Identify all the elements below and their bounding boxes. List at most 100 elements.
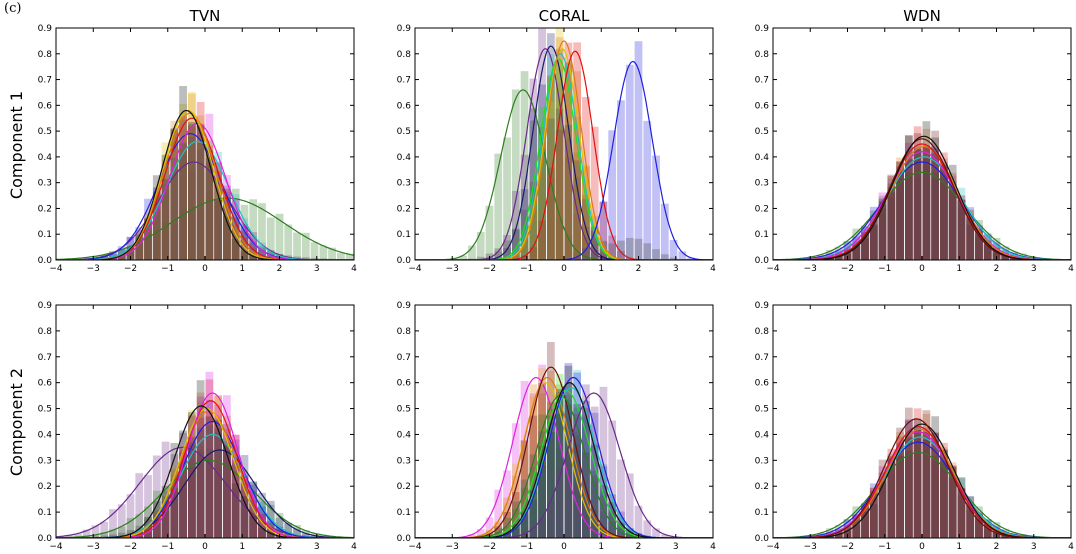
hist-bar: [214, 464, 223, 538]
hist-bar: [913, 146, 922, 260]
hist-bar: [266, 521, 275, 538]
hist-bar: [117, 255, 126, 260]
hist-bar: [564, 399, 573, 538]
hist-bar: [187, 91, 196, 260]
hist-bar: [223, 216, 231, 260]
axes-frame: [55, 304, 355, 539]
hist-bar: [861, 237, 869, 260]
hist-bar: [931, 137, 940, 260]
y-tick-label: 0.2: [38, 482, 52, 492]
hist-bar: [948, 465, 957, 538]
y-tick-label: 0.4: [397, 153, 412, 163]
hist-bar: [608, 235, 617, 260]
hist-bar: [258, 245, 266, 260]
hist-bar: [573, 506, 582, 538]
hist-bar: [223, 174, 231, 260]
hist-bar: [249, 254, 258, 260]
col-title-tvn: TVN: [189, 7, 221, 25]
hist-bar-mean: [861, 231, 869, 260]
hist-bar: [546, 432, 555, 538]
hist-bar: [170, 474, 179, 538]
x-tick-label: −1: [878, 542, 891, 552]
hist-bar: [126, 247, 135, 260]
hist-bar: [869, 218, 878, 260]
hist-bar: [896, 455, 904, 538]
hist-bar: [948, 190, 957, 260]
hist-bar: [599, 201, 608, 260]
hist-bar: [931, 433, 940, 538]
hist-bar: [966, 219, 975, 260]
hist-bar: [643, 120, 652, 260]
hist-bar: [511, 229, 520, 260]
hist-bar: [590, 227, 599, 260]
hist-bar: [852, 506, 861, 538]
hist-bar: [205, 140, 214, 260]
hist-bar: [503, 247, 511, 260]
hist-bar: [205, 454, 214, 538]
x-tick-label: 0: [561, 264, 567, 274]
col-title-coral: CORAL: [539, 7, 590, 25]
hist-bar: [590, 445, 599, 538]
hist-bar: [975, 513, 983, 538]
hist-bar: [179, 86, 187, 260]
hist-bar: [223, 197, 231, 260]
hist-bar: [231, 434, 240, 538]
hist-bar: [957, 200, 966, 260]
hist-bar: [161, 510, 170, 538]
hist-bar: [948, 189, 957, 260]
hist-bar: [931, 153, 940, 260]
hist-bar: [196, 115, 205, 260]
kde-curve-magenta: [56, 392, 354, 538]
hist-bar: [590, 253, 599, 260]
hist-bar-mean: [843, 248, 852, 260]
hist-bar: [170, 488, 179, 538]
hist-bar: [869, 487, 878, 538]
hist-bar: [608, 501, 617, 538]
hist-bar: [904, 437, 913, 538]
hist-bar: [126, 246, 135, 260]
hist-bar: [878, 204, 887, 260]
hist-bar: [652, 155, 660, 260]
hist-bar: [240, 476, 249, 538]
x-tick-label: −1: [520, 542, 533, 552]
hist-bar: [625, 473, 634, 538]
hist-bar: [468, 245, 476, 260]
hist-bar-mean: [152, 509, 161, 538]
hist-bar: [948, 477, 957, 538]
hist-bar: [284, 224, 293, 260]
hist-bar: [869, 210, 878, 260]
hist-bar: [869, 495, 878, 538]
hist-bar: [1001, 254, 1010, 260]
hist-bar: [117, 526, 126, 538]
hist-bar: [940, 158, 948, 260]
x-tick-label: −1: [878, 264, 891, 274]
hist-bar: [538, 106, 546, 260]
hist-bar: [511, 190, 520, 260]
y-tick-label: 0.8: [755, 50, 770, 60]
hist-bar: [852, 517, 861, 538]
hist-bar: [231, 199, 240, 260]
hist-bar: [214, 162, 223, 260]
y-tick-label: 0.8: [755, 327, 770, 337]
y-tick-label: 0.2: [397, 204, 411, 214]
hist-bar: [65, 534, 74, 538]
x-tick-label: −3: [446, 542, 459, 552]
hist-bar: [258, 519, 266, 538]
y-tick-label: 0.8: [38, 50, 53, 60]
hist-bar: [913, 148, 922, 260]
hist-bar: [573, 213, 582, 260]
hist-bar: [582, 248, 590, 260]
hist-bar: [869, 504, 878, 538]
hist-bar: [826, 536, 834, 538]
hist-bar: [152, 175, 161, 260]
hist-bar: [878, 198, 887, 260]
hist-bar: [240, 507, 249, 538]
plot-area: [415, 341, 713, 538]
x-tick-label: 3: [1031, 542, 1037, 552]
hist-bar: [922, 128, 931, 260]
hist-bar: [494, 257, 503, 260]
hist-bar: [494, 251, 503, 260]
hist-bar: [590, 530, 599, 538]
hist-bar: [511, 475, 520, 538]
